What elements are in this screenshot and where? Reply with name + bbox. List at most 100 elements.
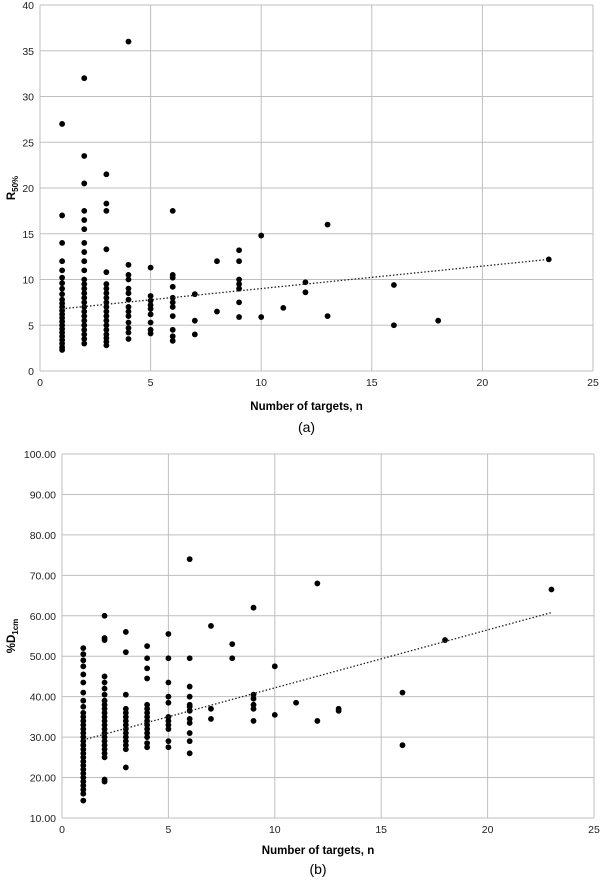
data-point xyxy=(271,663,278,670)
data-point xyxy=(236,299,242,306)
data-point xyxy=(391,282,397,288)
data-point xyxy=(147,293,154,299)
data-point xyxy=(81,249,88,255)
data-point xyxy=(80,797,87,804)
data-point xyxy=(144,643,151,650)
data-point xyxy=(81,258,88,265)
data-point xyxy=(80,790,87,797)
data-point xyxy=(122,629,129,635)
y-tick-label: 100.00 xyxy=(24,449,56,461)
data-point xyxy=(103,281,110,287)
data-point xyxy=(122,713,129,720)
data-point xyxy=(80,713,87,720)
data-point xyxy=(147,330,154,337)
data-point xyxy=(169,326,176,333)
data-point xyxy=(236,258,242,265)
y-tick-label: 5 xyxy=(28,320,34,332)
x-tick-label: 20 xyxy=(482,824,494,836)
data-point xyxy=(314,718,321,724)
data-point xyxy=(144,675,151,682)
data-point xyxy=(169,283,176,290)
data-point xyxy=(81,180,88,187)
data-point xyxy=(144,701,151,708)
data-point xyxy=(125,276,132,283)
data-point xyxy=(229,641,236,647)
data-point xyxy=(81,299,88,306)
data-point xyxy=(81,340,88,347)
data-point xyxy=(81,290,88,297)
chart-panel-b: 0 5 10 15 20 25 10.00 20.00 30.00 40.00 50.00 60.0… xyxy=(6,449,600,877)
data-point xyxy=(122,691,129,698)
data-point xyxy=(125,296,132,303)
data-point xyxy=(214,258,220,265)
data-point xyxy=(314,580,321,587)
data-point xyxy=(399,689,406,696)
data-point xyxy=(80,754,87,761)
data-point xyxy=(335,707,342,714)
data-point xyxy=(80,651,87,658)
x-tick-label: 0 xyxy=(37,377,43,389)
data-point xyxy=(101,701,108,708)
data-point xyxy=(81,207,88,214)
data-point xyxy=(391,322,397,329)
data-point xyxy=(208,705,214,712)
y-tick-label: 10 xyxy=(22,275,34,287)
data-point xyxy=(80,645,87,652)
data-point xyxy=(81,308,88,315)
x-tick-label: 25 xyxy=(587,377,599,389)
data-point xyxy=(101,746,108,753)
data-point xyxy=(80,671,87,678)
data-point xyxy=(125,319,132,326)
x-tick-label: 10 xyxy=(269,824,281,836)
y-tick-label: 70.00 xyxy=(30,570,56,582)
data-point xyxy=(59,258,66,265)
data-point xyxy=(59,347,66,353)
data-point xyxy=(165,693,172,700)
data-point xyxy=(59,280,66,287)
data-point xyxy=(293,699,299,706)
data-point xyxy=(103,317,110,324)
data-point xyxy=(186,693,193,700)
y-tick-label: 50.00 xyxy=(30,651,56,663)
data-point xyxy=(186,716,193,722)
data-point xyxy=(169,337,176,344)
data-point xyxy=(122,718,129,724)
data-point xyxy=(80,766,87,773)
data-point xyxy=(59,267,66,274)
data-point xyxy=(81,331,88,338)
data-point xyxy=(59,212,66,219)
data-point xyxy=(122,722,129,728)
data-point xyxy=(125,304,132,310)
data-point xyxy=(250,705,257,712)
data-point xyxy=(101,722,108,728)
data-point xyxy=(101,673,108,680)
data-point xyxy=(165,738,172,745)
y-tick-label: 40 xyxy=(22,0,34,12)
data-point xyxy=(169,333,176,340)
y-axis-label-a: R50% xyxy=(6,176,20,200)
data-point xyxy=(103,285,110,292)
data-point xyxy=(186,730,193,736)
data-point xyxy=(81,294,88,301)
x-tick-label: 5 xyxy=(165,824,171,836)
data-point xyxy=(80,746,87,753)
data-point xyxy=(101,637,108,643)
y-tick-label: 40.00 xyxy=(30,692,56,704)
data-point xyxy=(144,730,151,736)
data-point xyxy=(125,285,132,292)
data-point xyxy=(250,695,257,702)
data-point xyxy=(80,734,87,741)
y-tick-label: 80.00 xyxy=(30,530,56,542)
data-point xyxy=(101,709,108,716)
data-point xyxy=(144,705,151,712)
y-tick-label: 25 xyxy=(22,137,34,149)
data-point xyxy=(435,317,442,324)
data-point xyxy=(81,326,88,333)
data-point xyxy=(144,740,151,747)
grid-b xyxy=(61,453,595,819)
y-tick-label: 10.00 xyxy=(30,813,56,825)
data-point xyxy=(59,291,66,298)
y-tick-label: 90.00 xyxy=(30,489,56,501)
data-point xyxy=(80,758,87,765)
